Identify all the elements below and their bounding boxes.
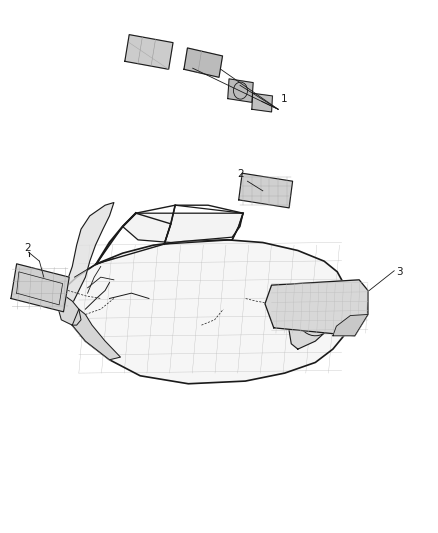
Polygon shape [57,240,350,384]
Polygon shape [184,48,223,77]
Text: 2: 2 [24,243,31,253]
Polygon shape [289,282,346,349]
Polygon shape [123,213,243,243]
Polygon shape [125,35,173,69]
Polygon shape [228,79,253,102]
Polygon shape [57,203,114,304]
Polygon shape [57,296,81,325]
Polygon shape [252,93,272,112]
Polygon shape [11,264,69,312]
Polygon shape [239,173,293,208]
Polygon shape [333,314,368,336]
Text: 2: 2 [237,168,244,179]
Polygon shape [72,309,120,360]
Text: 3: 3 [396,267,403,277]
Polygon shape [265,280,368,336]
Text: 1: 1 [280,94,287,104]
